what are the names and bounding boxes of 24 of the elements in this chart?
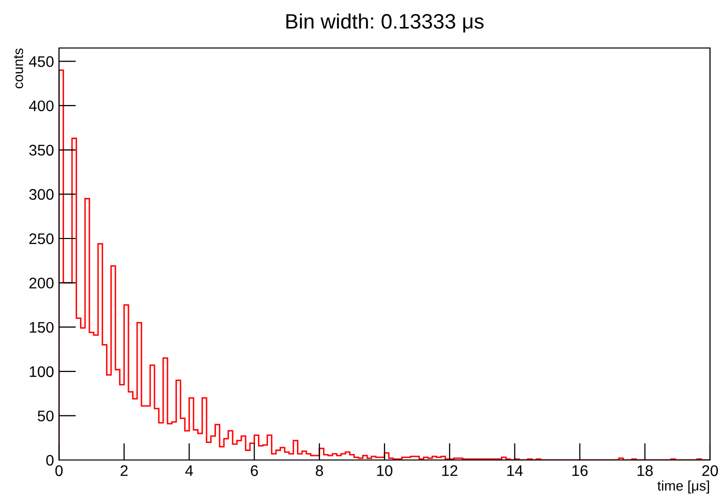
y-tick-label: 150: [30, 322, 54, 333]
y-tick-label: 200: [29, 278, 54, 288]
x-tick-label: 10: [377, 465, 392, 476]
x-tick-label: 8: [316, 465, 323, 476]
y-axis-title: counts: [14, 48, 24, 88]
y-tick-label: 100: [30, 366, 54, 378]
x-tick-label: 12: [442, 465, 458, 476]
x-tick-label: 16: [572, 465, 588, 476]
x-tick-label: 2: [120, 465, 128, 476]
x-tick-label: 18: [638, 465, 653, 476]
x-tick-label: 20: [702, 465, 718, 476]
x-axis-title: time [μs]: [657, 480, 710, 494]
x-tick-label: 14: [507, 465, 523, 476]
x-tick-label: 6: [250, 465, 258, 476]
y-tick-label: 400: [29, 100, 54, 112]
x-tick-label: 4: [185, 465, 193, 476]
chart-title: Bin width: 0.13333 μs: [286, 13, 484, 33]
x-tick-label: 0: [55, 465, 63, 476]
y-tick-label: 250: [29, 233, 54, 244]
y-tick-label: 0: [46, 454, 54, 466]
y-tick-label: 350: [29, 144, 54, 156]
y-tick-label: 50: [38, 410, 54, 422]
y-tick-label: 300: [29, 189, 54, 200]
y-tick-label: 450: [29, 56, 54, 67]
